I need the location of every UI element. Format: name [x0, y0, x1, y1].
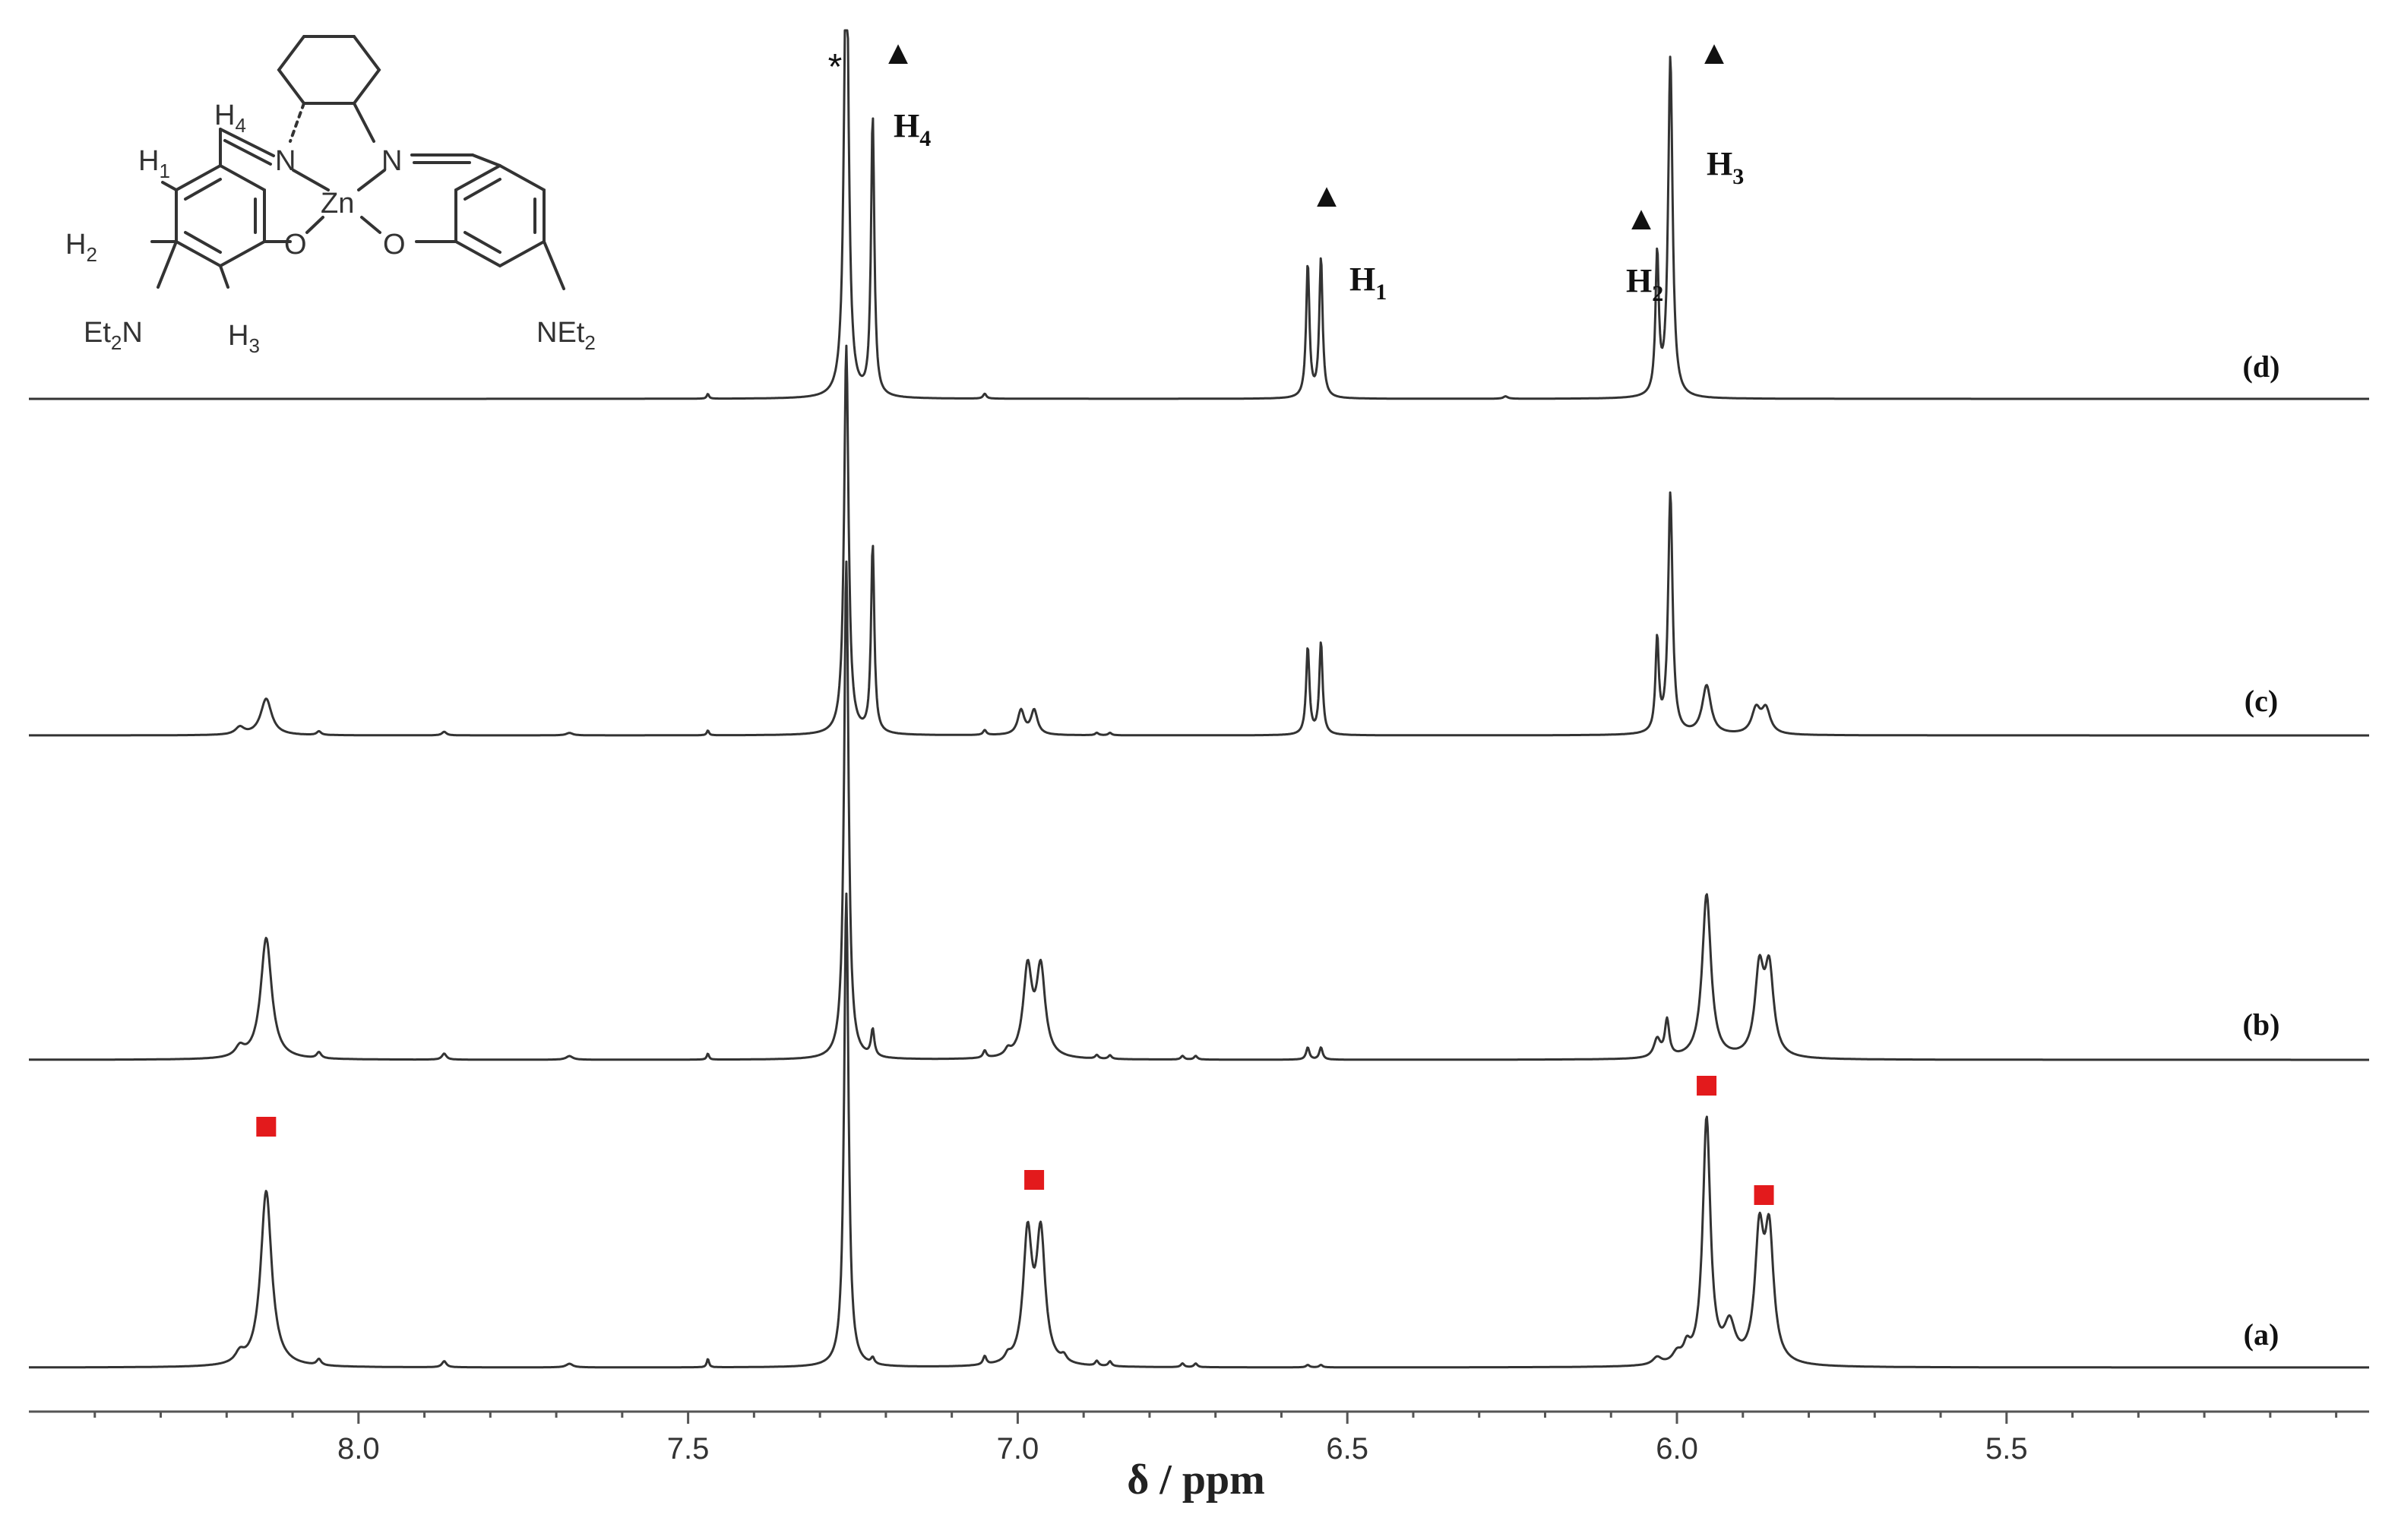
- red-square-marker: [1754, 1185, 1774, 1205]
- x-axis-title: δ / ppm: [1127, 1456, 1265, 1504]
- x-tick-label: 7.0: [997, 1432, 1039, 1466]
- amine-right-label: NEt2: [536, 317, 596, 354]
- trace-label-c: (c): [2245, 684, 2278, 718]
- red-square-marker: [256, 1117, 277, 1137]
- triangle-marker-h4: ▲: [881, 34, 915, 71]
- trace-label-a: (a): [2244, 1317, 2279, 1352]
- h1-label: H1: [138, 145, 170, 182]
- h4-label: H4: [214, 100, 246, 137]
- zn-label: Zn: [321, 188, 354, 220]
- triangle-marker-h2: ▲: [1625, 200, 1658, 237]
- peak-label-h4: H4: [894, 107, 931, 151]
- red-square-marker: [1697, 1076, 1717, 1096]
- h2-label: H2: [65, 229, 97, 266]
- spectrum-trace-b: [28, 560, 2370, 1061]
- x-tick-label: 5.5: [1985, 1432, 2028, 1466]
- triangle-marker-h1: ▲: [1310, 177, 1343, 214]
- x-tick-label: 7.5: [667, 1432, 710, 1466]
- hashed-bond: [289, 102, 305, 143]
- o-left-label: O: [284, 229, 307, 261]
- spectrum-trace-d: [28, 29, 2370, 400]
- wedge-bond: [353, 102, 375, 143]
- peak-label-h1: H1: [1349, 261, 1387, 305]
- red-square-marker: [1024, 1170, 1045, 1190]
- zn-complex-structure: H4 H1 H2 H3 N N Zn O O Et2N NEt2: [65, 35, 596, 357]
- peak-label-h2: H2: [1626, 262, 1663, 306]
- n-left-label: N: [275, 145, 296, 177]
- x-tick-label: 8.0: [337, 1432, 380, 1466]
- cyclohexane-ring: [277, 35, 381, 105]
- imine-bond-left: [219, 128, 275, 157]
- amine-left-label: Et2N: [84, 317, 143, 354]
- spectrum-trace-c: [28, 344, 2370, 737]
- n-right-label: N: [381, 145, 402, 177]
- triangle-marker-h3: ▲: [1697, 34, 1731, 71]
- o-right-label: O: [383, 229, 406, 261]
- h3-label: H3: [228, 320, 260, 357]
- peak-label-h3: H3: [1707, 145, 1744, 189]
- trace-label-d: (d): [2243, 349, 2280, 384]
- solvent-asterisk: *: [828, 47, 843, 87]
- x-tick-label: 6.5: [1326, 1432, 1368, 1466]
- trace-label-b: (b): [2243, 1007, 2280, 1042]
- x-tick-label: 6.0: [1656, 1432, 1698, 1466]
- x-axis-ticks: 8.0 7.5 7.0 6.5 6.0 5.5: [93, 1412, 2338, 1466]
- spectrum-trace-a: [28, 892, 2370, 1369]
